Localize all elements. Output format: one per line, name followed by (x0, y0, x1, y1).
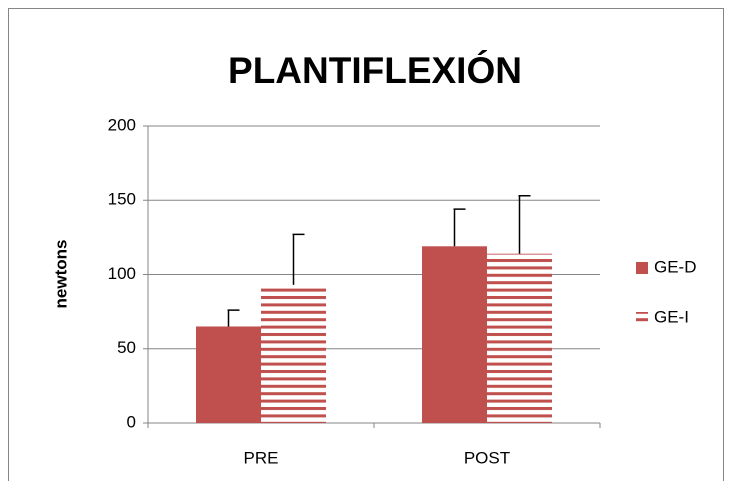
y-tick-label: 200 (108, 115, 136, 134)
legend-label: GE-D (654, 257, 697, 276)
chart-title: PLANTIFLEXIÓN (228, 49, 522, 91)
y-tick-label: 100 (108, 264, 136, 283)
error-bar (518, 195, 531, 254)
bar (261, 284, 326, 423)
bar (422, 246, 487, 423)
y-axis-label: newtons (51, 240, 70, 309)
y-tick-label: 50 (117, 338, 136, 357)
bar (487, 253, 552, 423)
error-bar (453, 208, 466, 247)
legend-label: GE-I (654, 307, 689, 326)
x-tick-label: PRE (244, 448, 279, 467)
error-bar (227, 309, 240, 327)
x-tick-label: POST (464, 448, 510, 467)
legend-swatch (636, 312, 648, 324)
y-tick-label: 150 (108, 190, 136, 209)
legend-swatch (636, 262, 648, 274)
y-tick-label: 0 (127, 412, 136, 431)
error-bar (292, 233, 305, 285)
chart-frame (8, 8, 724, 481)
bar (196, 326, 261, 423)
